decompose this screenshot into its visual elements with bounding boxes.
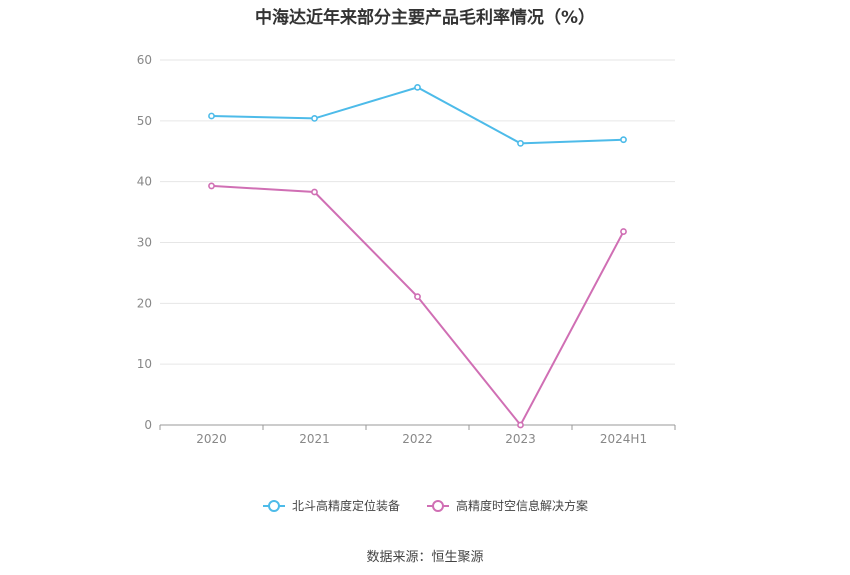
- x-tick-label: 2023: [505, 432, 536, 446]
- legend-item-1[interactable]: 北斗高精度定位装备: [262, 497, 400, 514]
- x-tick-label: 2024H1: [600, 432, 647, 446]
- x-tick-label: 2021: [299, 432, 330, 446]
- data-point[interactable]: [620, 136, 627, 144]
- x-tick-label: 2020: [196, 432, 227, 446]
- data-point[interactable]: [517, 421, 524, 429]
- data-point[interactable]: [311, 188, 318, 196]
- y-tick-label: 40: [137, 175, 152, 189]
- y-tick-label: 0: [144, 418, 152, 432]
- legend-marker-icon: [262, 499, 285, 512]
- data-point[interactable]: [208, 182, 215, 190]
- y-tick-label: 60: [137, 53, 152, 67]
- legend-item-2[interactable]: 高精度时空信息解决方案: [426, 497, 588, 514]
- legend-marker-icon: [427, 499, 449, 512]
- legend: 北斗高精度定位装备 高精度时空信息解决方案: [0, 497, 850, 514]
- data-point[interactable]: [414, 293, 421, 301]
- data-point[interactable]: [208, 112, 215, 120]
- y-tick-label: 50: [137, 114, 152, 128]
- line-chart: 0 10 20 30 40 50 60 2020 2021 2022 2023 2024H1: [137, 53, 676, 446]
- x-tick-label: 2022: [402, 432, 433, 446]
- series-line-1: [211, 86, 624, 145]
- legend-label: 高精度时空信息解决方案: [456, 499, 589, 513]
- data-point[interactable]: [311, 115, 318, 122]
- chart-title: 中海达近年来部分主要产品毛利率情况（%）: [254, 8, 596, 28]
- legend-label: 北斗高精度定位装备: [291, 499, 400, 513]
- y-tick-label: 20: [137, 296, 152, 310]
- data-point[interactable]: [517, 139, 524, 147]
- y-tick-label: 30: [137, 236, 152, 250]
- data-point[interactable]: [620, 228, 627, 235]
- data-point[interactable]: [414, 83, 421, 91]
- source-note: 数据来源：恒生聚源: [366, 550, 484, 565]
- y-tick-label: 10: [137, 357, 152, 371]
- series-line-2: [211, 184, 625, 427]
